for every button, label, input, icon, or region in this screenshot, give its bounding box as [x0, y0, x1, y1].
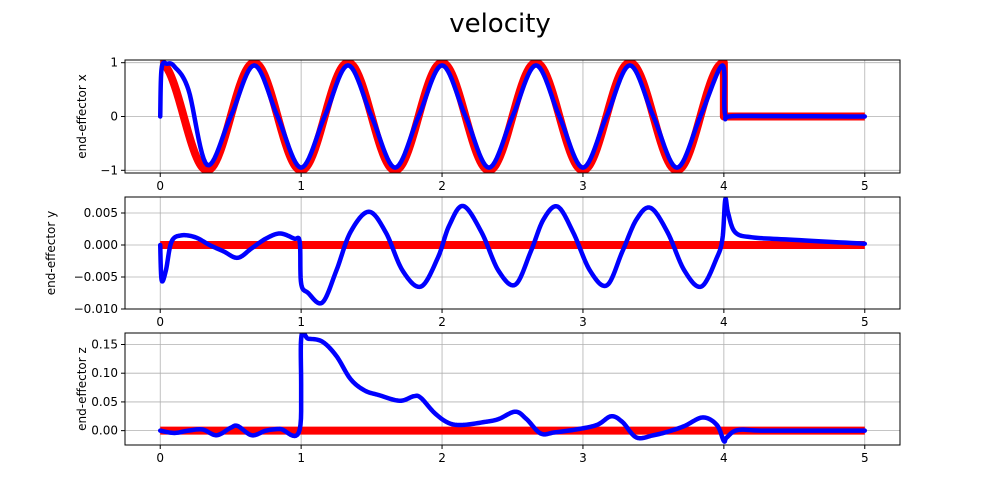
x-tick-label: 5 — [861, 451, 869, 465]
x-tick-label: 2 — [438, 315, 446, 329]
y-tick-label: −0.005 — [74, 270, 118, 284]
reference-series-line — [156, 60, 865, 173]
axes-frame — [124, 196, 901, 310]
y-tick-label: 0.00 — [91, 424, 118, 438]
y-tick-label: −1 — [100, 163, 118, 177]
y-axis-label: end-effector x — [75, 74, 89, 158]
y-tick-label: 0 — [110, 110, 118, 124]
x-tick-label: 2 — [438, 179, 446, 193]
x-tick-label: 3 — [579, 451, 587, 465]
subplots: 0 1 2 3 4 5 −1 0 1 end-effector x 0 1 2 3 4 5 −0.010 −0.0… — [44, 56, 901, 465]
y-tick-label: 0.10 — [91, 366, 118, 380]
figure-title: velocity — [449, 9, 551, 39]
y-tick-label: −0.010 — [74, 302, 118, 316]
x-tick-label: 2 — [438, 451, 446, 465]
axes-frame — [124, 332, 901, 446]
x-tick-label: 0 — [156, 179, 164, 193]
x-tick-label: 4 — [720, 451, 728, 465]
subplot-2: 0 1 2 3 4 5 −0.010 −0.005 0.000 0.005 end-effector… — [44, 196, 901, 329]
y-axis-label: end-effector y — [44, 211, 58, 295]
x-tick-label: 3 — [579, 315, 587, 329]
actual-series-line — [157, 333, 868, 444]
subplot-1: 0 1 2 3 4 5 −1 0 1 end-effector x — [75, 56, 901, 193]
x-tick-label: 4 — [720, 315, 728, 329]
actual-series-line — [157, 60, 868, 170]
x-tick-label: 5 — [861, 315, 869, 329]
y-tick-label: 0.15 — [91, 337, 118, 351]
x-tick-label: 0 — [156, 451, 164, 465]
x-tick-label: 3 — [579, 179, 587, 193]
x-tick-label: 1 — [297, 315, 305, 329]
y-tick-label: 0.000 — [84, 238, 118, 252]
y-axis-label: end-effector z — [75, 347, 89, 431]
x-tick-label: 4 — [720, 179, 728, 193]
y-tick-label: 0.05 — [91, 395, 118, 409]
x-tick-label: 1 — [297, 451, 305, 465]
y-tick-label: 1 — [110, 56, 118, 70]
y-tick-label: 0.005 — [84, 206, 118, 220]
x-tick-label: 1 — [297, 179, 305, 193]
x-tick-label: 0 — [156, 315, 164, 329]
actual-series-line — [157, 197, 868, 306]
x-tick-label: 5 — [861, 179, 869, 193]
